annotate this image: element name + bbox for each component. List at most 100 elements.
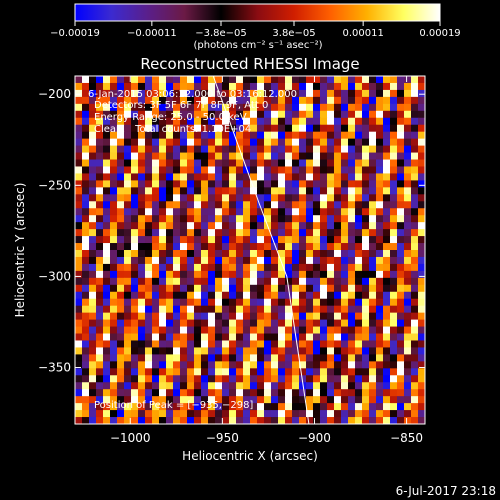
heatmap-cell: [306, 187, 314, 195]
heatmap-cell: [362, 229, 370, 237]
heatmap-cell: [180, 291, 188, 300]
heatmap-cell: [369, 382, 377, 390]
heatmap-cell: [320, 229, 328, 237]
heatmap-cell: [292, 250, 300, 258]
heatmap-cell: [411, 277, 419, 286]
heatmap-cell: [75, 256, 83, 265]
heatmap-cell: [334, 152, 342, 160]
heatmap-cell: [236, 326, 244, 334]
heatmap-cell: [117, 96, 125, 105]
heatmap-cell: [152, 284, 160, 293]
heatmap-cell: [201, 124, 209, 133]
heatmap-cell: [362, 145, 370, 153]
heatmap-cell: [215, 270, 223, 279]
heatmap-cell: [404, 347, 412, 355]
heatmap-cell: [243, 298, 251, 307]
heatmap-cell: [187, 277, 195, 286]
heatmap-cell: [236, 229, 244, 237]
heatmap-cell: [264, 305, 272, 314]
heatmap-cell: [152, 89, 160, 98]
heatmap-cell: [215, 368, 223, 376]
y-tick-label: −300: [38, 269, 71, 283]
heatmap-cell: [103, 298, 111, 307]
heatmap-cell: [369, 284, 377, 293]
heatmap-cell: [355, 382, 363, 390]
heatmap-cell: [383, 159, 391, 167]
heatmap-cell: [250, 417, 258, 424]
heatmap-cell: [411, 368, 419, 376]
heatmap-cell: [222, 340, 230, 348]
heatmap-cell: [131, 389, 139, 397]
heatmap-cell: [145, 194, 153, 202]
heatmap-cell: [138, 410, 146, 418]
heatmap-cell: [348, 396, 356, 404]
heatmap-cell: [292, 96, 300, 105]
heatmap-cell: [152, 368, 160, 376]
heatmap-cell: [117, 291, 125, 300]
heatmap-cell: [390, 319, 398, 327]
heatmap-cell: [243, 103, 251, 112]
heatmap-cell: [194, 361, 202, 369]
heatmap-cell: [152, 222, 160, 230]
heatmap-cell: [215, 194, 223, 202]
heatmap-cell: [152, 180, 160, 188]
heatmap-cell: [222, 159, 230, 167]
heatmap-cell: [285, 312, 293, 320]
heatmap-cell: [110, 243, 118, 251]
heatmap-cell: [145, 270, 153, 279]
heatmap-cell: [215, 173, 223, 181]
heatmap-cell: [180, 131, 188, 140]
heatmap-cell: [243, 256, 251, 265]
heatmap-cell: [229, 243, 237, 251]
heatmap-cell: [292, 403, 300, 411]
heatmap-cell: [397, 417, 405, 424]
heatmap-cell: [355, 159, 363, 167]
heatmap-cell: [75, 138, 83, 146]
heatmap-cell: [292, 201, 300, 209]
heatmap-cell: [257, 215, 265, 223]
heatmap-cell: [313, 277, 321, 286]
heatmap-cell: [418, 326, 425, 334]
heatmap-cell: [103, 215, 111, 223]
heatmap-cell: [264, 194, 272, 202]
heatmap-cell: [166, 222, 174, 230]
heatmap-cell: [334, 277, 342, 286]
heatmap-cell: [341, 270, 349, 279]
heatmap-cell: [145, 96, 153, 105]
heatmap-cell: [334, 417, 342, 424]
heatmap-cell: [299, 215, 307, 223]
heatmap-cell: [131, 250, 139, 258]
heatmap-cell: [173, 375, 181, 383]
heatmap-cell: [250, 250, 258, 258]
heatmap-cell: [369, 236, 377, 244]
heatmap-cell: [222, 76, 230, 84]
heatmap-cell: [320, 250, 328, 258]
heatmap-cell: [390, 326, 398, 334]
heatmap-cell: [194, 270, 202, 279]
heatmap-cell: [229, 298, 237, 307]
heatmap-cell: [369, 82, 377, 91]
heatmap-cell: [222, 152, 230, 160]
heatmap-cell: [418, 298, 425, 307]
heatmap-cell: [334, 333, 342, 341]
heatmap-cell: [376, 284, 384, 293]
heatmap-cell: [82, 180, 90, 188]
heatmap-cell: [418, 208, 425, 216]
heatmap-cell: [348, 277, 356, 286]
heatmap-cell: [285, 76, 293, 84]
heatmap-cell: [124, 208, 132, 216]
heatmap-cell: [411, 263, 419, 272]
heatmap-cell: [278, 208, 286, 216]
heatmap-cell: [215, 361, 223, 369]
annotations: 6-Jan-2015 03:06:12.000 to 03:16:12.000 …: [88, 89, 297, 411]
heatmap-cell: [82, 229, 90, 237]
heatmap-cell: [362, 263, 370, 272]
heatmap-cell: [145, 368, 153, 376]
heatmap-cell: [229, 361, 237, 369]
heatmap-cell: [124, 417, 132, 424]
heatmap-cell: [257, 410, 265, 418]
heatmap-cell: [124, 131, 132, 140]
heatmap-cell: [187, 347, 195, 355]
heatmap-cell: [201, 340, 209, 348]
heatmap-cell: [299, 410, 307, 418]
